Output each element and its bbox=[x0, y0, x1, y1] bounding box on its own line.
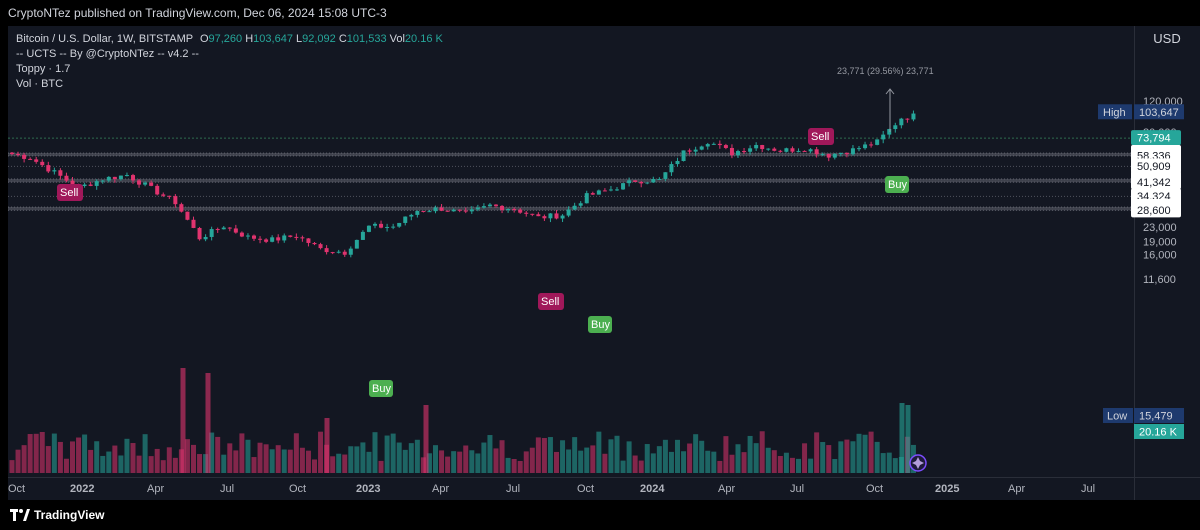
symbol-row: Bitcoin / U.S. Dollar, 1W, BITSTAMP O97,… bbox=[16, 32, 443, 47]
indicator-volume[interactable]: Vol · BTC bbox=[16, 78, 64, 90]
close-label: C bbox=[338, 33, 347, 45]
open-label: O bbox=[199, 33, 209, 45]
publish-info: CryptoNTez published on TradingView.com,… bbox=[8, 6, 387, 20]
chart-legend: Bitcoin / U.S. Dollar, 1W, BITSTAMP O97,… bbox=[16, 32, 443, 92]
footer-bar: TradingView bbox=[0, 500, 1200, 530]
time-axis[interactable] bbox=[8, 477, 1134, 500]
publish-header: CryptoNTez published on TradingView.com,… bbox=[0, 0, 1200, 26]
low-value: 92,092 bbox=[302, 33, 336, 45]
symbol-name: Bitcoin / U.S. Dollar, 1W, BITSTAMP bbox=[16, 33, 193, 45]
open-value: 97,260 bbox=[208, 33, 243, 45]
price-axis[interactable] bbox=[1134, 26, 1200, 477]
high-label: H bbox=[245, 33, 254, 45]
indicator-ucts[interactable]: -- UCTS -- By @CryptoNTez -- v4.2 -- bbox=[16, 48, 199, 60]
close-value: 101,533 bbox=[346, 33, 387, 45]
indicator-toppy[interactable]: Toppy · 1.7 bbox=[16, 63, 71, 75]
currency-button[interactable]: USD bbox=[1153, 31, 1181, 46]
high-value: 103,647 bbox=[253, 33, 293, 45]
vol-label: Vol bbox=[389, 33, 405, 45]
axis-corner bbox=[1134, 477, 1200, 500]
tradingview-logo-icon bbox=[10, 509, 30, 521]
tradingview-brand: TradingView bbox=[34, 508, 105, 522]
vol-value: 20.16 K bbox=[404, 33, 443, 45]
low-label: L bbox=[296, 33, 303, 45]
chart-pane[interactable] bbox=[8, 26, 1134, 477]
